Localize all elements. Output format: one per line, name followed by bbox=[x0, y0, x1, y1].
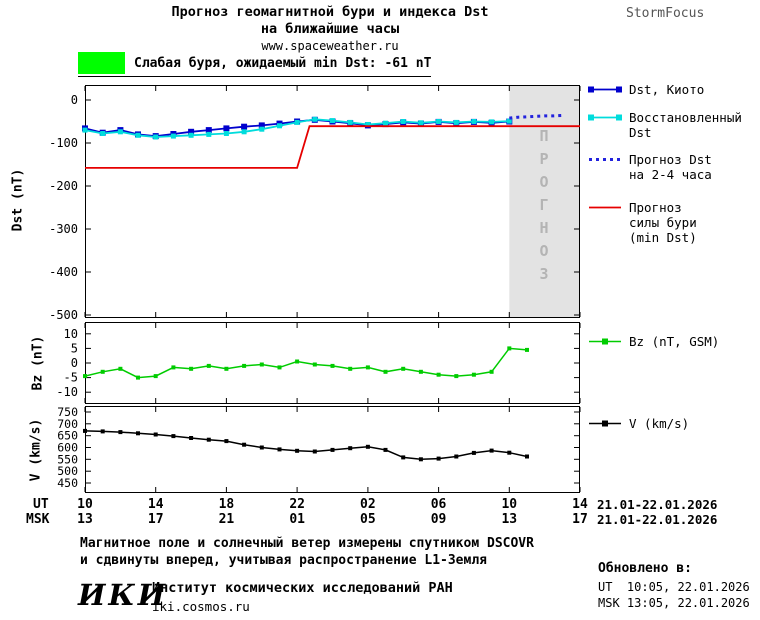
xaxis-ut-row: UT 10 14 18 22 02 06 10 14 bbox=[0, 497, 600, 513]
xaxis-msk-row: MSK 13 17 21 01 05 09 13 17 bbox=[0, 512, 600, 528]
svg-text:0: 0 bbox=[71, 93, 78, 107]
updated-msk: MSK 13:05, 22.01.2026 bbox=[598, 596, 750, 610]
institute-name: Институт космических исследований РАН bbox=[152, 580, 453, 596]
storm-level-swatch bbox=[78, 52, 125, 74]
xtick-msk: 13 bbox=[501, 512, 518, 527]
xtick-ut: 14 bbox=[572, 497, 588, 512]
svg-text:О: О bbox=[539, 173, 548, 191]
storm-alert: Слабая буря, ожидаемый min Dst: -61 nT bbox=[78, 52, 432, 77]
svg-text:-5: -5 bbox=[64, 371, 78, 385]
legend-label: Восстановленный Dst bbox=[629, 110, 742, 140]
xtick-msk: 09 bbox=[430, 512, 447, 527]
legend-marker-dst-forecast-icon bbox=[589, 158, 621, 161]
xtick-msk: 17 bbox=[572, 512, 588, 527]
svg-text:600: 600 bbox=[57, 441, 78, 455]
svg-text:-400: -400 bbox=[49, 265, 78, 279]
legend-marker-v-icon bbox=[589, 420, 621, 427]
svg-text:-200: -200 bbox=[49, 179, 78, 193]
svg-text:Г: Г bbox=[539, 196, 548, 214]
updated-label: Обновлено в: bbox=[598, 561, 692, 576]
legend-label-line: Прогноз Dst bbox=[629, 152, 712, 167]
updated-ut: UT 10:05, 22.01.2026 bbox=[598, 580, 750, 594]
legend-dst-kyoto: Dst, Киото bbox=[588, 82, 704, 97]
legend-label-line: на 2-4 часа bbox=[629, 167, 712, 182]
xtick-ut: 22 bbox=[289, 497, 305, 512]
svg-text:З: З bbox=[539, 265, 548, 283]
svg-text:700: 700 bbox=[57, 417, 78, 431]
v-axis-label: V (km/s) bbox=[28, 418, 44, 482]
svg-text:10: 10 bbox=[64, 327, 78, 341]
msk-axis-name: MSK bbox=[26, 512, 50, 527]
brand-label: StormFocus bbox=[626, 6, 705, 21]
legend-dst-restored: Восстановленный Dst bbox=[588, 110, 742, 140]
xtick-msk: 05 bbox=[360, 512, 376, 527]
iki-url: iki.cosmos.ru bbox=[152, 599, 250, 614]
legend-marker-dst-restored-icon bbox=[588, 114, 622, 121]
svg-text:-500: -500 bbox=[49, 308, 78, 322]
xtick-ut: 10 bbox=[501, 497, 518, 512]
xtick-msk: 01 bbox=[289, 512, 305, 527]
legend-label: Прогноз силы бури (min Dst) bbox=[629, 200, 697, 245]
legend-marker-bz-icon bbox=[589, 338, 621, 345]
xtick-ut: 18 bbox=[218, 497, 235, 512]
page-title: Прогноз геомагнитной бури и индекса Dst … bbox=[60, 4, 600, 54]
xtick-ut: 14 bbox=[147, 497, 164, 512]
xtick-msk: 13 bbox=[77, 512, 93, 527]
svg-text:450: 450 bbox=[57, 476, 78, 490]
svg-text:550: 550 bbox=[57, 452, 78, 466]
title-line1: Прогноз геомагнитной бури и индекса Dst bbox=[171, 4, 489, 20]
svg-text:О: О bbox=[539, 242, 548, 260]
legend-label-line: Восстановленный bbox=[629, 110, 742, 125]
ut-date-range: 21.01-22.01.2026 bbox=[597, 497, 718, 512]
ut-axis-name: UT bbox=[33, 497, 49, 512]
storm-alert-label: Слабая буря, ожидаемый min Dst: -61 nT bbox=[134, 55, 432, 71]
svg-text:Н: Н bbox=[539, 219, 548, 237]
xtick-ut: 02 bbox=[360, 497, 376, 512]
svg-text:5: 5 bbox=[71, 341, 78, 355]
legend-label-line: (min Dst) bbox=[629, 230, 697, 245]
legend-bz: Bz (nT, GSM) bbox=[588, 334, 719, 349]
spaceweather-url: www.spaceweather.ru bbox=[261, 39, 399, 53]
xtick-ut: 10 bbox=[77, 497, 93, 512]
bz-axis-label: Bz (nT) bbox=[30, 335, 46, 391]
svg-text:500: 500 bbox=[57, 464, 78, 478]
legend-label-line: силы бури bbox=[629, 215, 697, 230]
title-line2: на ближайшие часы bbox=[260, 21, 400, 37]
legend-marker-storm-forecast-icon bbox=[589, 206, 621, 209]
xtick-msk: 21 bbox=[218, 512, 235, 527]
svg-text:-100: -100 bbox=[49, 136, 78, 150]
svg-text:650: 650 bbox=[57, 429, 78, 443]
legend-label: Dst, Киото bbox=[629, 82, 705, 97]
dst-axis-label: Dst (nT) bbox=[10, 168, 26, 232]
svg-text:Р: Р bbox=[539, 150, 548, 168]
svg-text:П: П bbox=[539, 127, 548, 145]
xtick-ut: 06 bbox=[430, 497, 447, 512]
footer-line1: Магнитное поле и солнечный ветер измерен… bbox=[80, 536, 534, 551]
svg-text:750: 750 bbox=[57, 405, 78, 419]
legend-v: V (km/s) bbox=[588, 416, 689, 431]
footer-line2: и сдвинуты вперед, учитывая распростране… bbox=[80, 553, 487, 568]
iki-logo: ИКИ bbox=[78, 578, 169, 612]
msk-date-range: 21.01-22.01.2026 bbox=[597, 512, 718, 527]
legend-label-line: Прогноз bbox=[629, 200, 682, 215]
legend-label: Прогноз Dst на 2-4 часа bbox=[629, 152, 712, 182]
legend-label: Bz (nT, GSM) bbox=[629, 334, 720, 349]
svg-text:0: 0 bbox=[71, 356, 78, 370]
legend-marker-dst-kyoto-icon bbox=[588, 86, 622, 93]
legend-dst-forecast: Прогноз Dst на 2-4 часа bbox=[588, 152, 712, 182]
svg-text:-300: -300 bbox=[49, 222, 78, 236]
legend-label: V (km/s) bbox=[629, 416, 690, 431]
legend-storm-forecast: Прогноз силы бури (min Dst) bbox=[588, 200, 697, 245]
legend-label-line: Dst bbox=[629, 125, 652, 140]
svg-text:-10: -10 bbox=[56, 385, 78, 399]
xtick-msk: 17 bbox=[147, 512, 164, 527]
